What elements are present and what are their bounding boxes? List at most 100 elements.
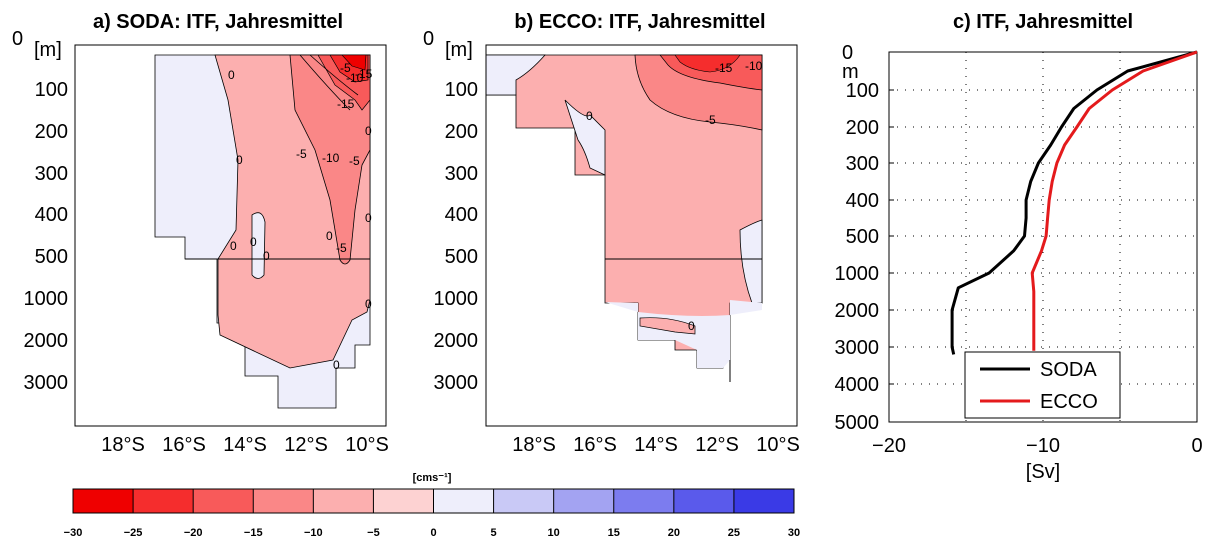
colorbar: [cms⁻¹] −30 −25 −20 −15 −10 −5 0 5 10 15 20 25 30 (64, 472, 800, 539)
itf-series (950, 50, 1198, 355)
soda-x-tick: 14°S (223, 434, 267, 456)
itf-y-tick: 400 (846, 190, 879, 212)
itf-y-tick: 200 (846, 117, 879, 139)
colorbar-cell (253, 489, 314, 513)
ecco-y-tick: 300 (445, 163, 478, 185)
soda-x-tick: 12°S (284, 434, 328, 456)
ecco-y-tick: 400 (445, 204, 478, 226)
soda-contour-label: 0 (365, 124, 372, 138)
soda-contour-label: -5 (336, 241, 347, 255)
itf-y-tick: 0 (842, 42, 853, 64)
colorbar-cell (613, 489, 675, 513)
colorbar-tick-label: 10 (548, 527, 560, 539)
colorbar-cell (373, 489, 434, 513)
ecco-y-tick: 500 (445, 246, 478, 268)
ecco-x-tick: 12°S (695, 434, 739, 456)
itf-y-tick: 500 (846, 226, 879, 248)
soda-contour-label: -10 (322, 151, 340, 165)
itf-y-tick: 2000 (835, 300, 880, 322)
soda-y-tick: 1000 (24, 288, 69, 310)
itf-x-tick: −20 (872, 435, 906, 457)
ecco-zero-patch-top (485, 54, 546, 96)
panel-itf: c) ITF, Jahresmittel m [Sv] 0 100 200 300 40… (835, 11, 1203, 483)
colorbar-tick-label: 15 (608, 527, 620, 539)
soda-contour-field: 0 0 0 0 0 0 0 0 0 0 -5 -5 -5 -10 -15 -5 … (154, 54, 373, 409)
soda-y-tick: 300 (35, 163, 68, 185)
soda-y-tick: 2000 (24, 330, 69, 352)
panel-c-title: c) ITF, Jahresmittel (953, 11, 1133, 33)
panel-a-title: a) SODA: ITF, Jahresmittel (93, 11, 343, 33)
ecco-region-core (674, 54, 741, 73)
ecco-contour-label: -5 (705, 113, 716, 127)
colorbar-unit-label: [cms⁻¹] (413, 472, 452, 484)
soda-contour-line (309, 54, 359, 96)
itf-y-tick: 3000 (835, 337, 880, 359)
soda-x-tick: 18°S (101, 434, 145, 456)
legend-label-soda: SODA (1040, 359, 1097, 381)
ecco-x-tick: 10°S (756, 434, 800, 456)
colorbar-tick-label: −20 (184, 527, 203, 539)
legend-label-ecco: ECCO (1040, 391, 1098, 413)
ecco-y-tick: 0 (423, 28, 434, 50)
soda-contour-label: 0 (365, 211, 372, 225)
itf-y-ticks: 0 100 200 300 400 500 1000 2000 3000 4000 5000 (835, 42, 894, 434)
soda-y-tick: 200 (35, 121, 68, 143)
ecco-contour-label: 0 (586, 109, 593, 123)
colorbar-tick-label: 25 (728, 527, 740, 539)
colorbar-ticks: −30 −25 −20 −15 −10 −5 0 5 10 15 20 25 30 (64, 489, 800, 539)
itf-y-tick: 100 (846, 80, 879, 102)
ecco-contour-label: 0 (688, 319, 695, 333)
colorbar-tick-label: −15 (244, 527, 263, 539)
soda-x-tick: 10°S (345, 434, 389, 456)
soda-contour-label: 0 (263, 249, 270, 263)
colorbar-tick-label: −25 (124, 527, 143, 539)
soda-contour-label: 0 (326, 229, 333, 243)
soda-x-tick: 16°S (162, 434, 206, 456)
soda-contour-label: 0 (230, 239, 237, 253)
colorbar-tick-label: 20 (668, 527, 680, 539)
ecco-contour-field: -15 -10 -5 0 0 (485, 54, 763, 382)
soda-contour-label: 0 (365, 297, 372, 311)
colorbar-cell (313, 489, 374, 513)
legend-box (964, 351, 1121, 419)
colorbar-cells (73, 489, 795, 513)
itf-plot-frame (888, 51, 1198, 423)
soda-contour-line (299, 54, 351, 111)
ecco-x-tick: 16°S (573, 434, 617, 456)
ecco-contour-label: -15 (715, 61, 733, 75)
itf-x-tick: 0 (1191, 435, 1202, 457)
ecco-y-tick: 1000 (434, 288, 479, 310)
soda-y-tick: 400 (35, 204, 68, 226)
itf-grid (889, 52, 1197, 422)
ecco-contour-label: -10 (745, 59, 763, 73)
soda-region-minus5-to-minus10 (289, 54, 371, 265)
colorbar-tick-label: 30 (788, 527, 800, 539)
colorbar-tick-label: −5 (367, 527, 380, 539)
itf-legend: SODA ECCO (964, 351, 1121, 419)
colorbar-cell (433, 489, 495, 513)
soda-contour-label: 0 (333, 358, 340, 372)
soda-y-tick: 500 (35, 246, 68, 268)
soda-contour-label: -15 (337, 97, 355, 111)
soda-contour-label: 0 (236, 153, 243, 167)
soda-y-tick: 3000 (24, 372, 69, 394)
soda-region-core (341, 54, 367, 71)
itf-xlabel: [Sv] (1026, 461, 1060, 483)
ecco-x-tick: 14°S (634, 434, 678, 456)
soda-contour-label: -5 (296, 147, 307, 161)
ecco-zero-patch-mid (564, 99, 606, 176)
itf-y-tick: 1000 (835, 263, 880, 285)
series-line-soda (950, 50, 1198, 355)
ecco-y-tick: 100 (445, 79, 478, 101)
soda-y-tick: 100 (35, 79, 68, 101)
itf-y-tick: 300 (846, 153, 879, 175)
soda-inner-zero-patch (251, 212, 266, 279)
colorbar-tick-label: −10 (304, 527, 323, 539)
soda-contour-label: -5 (340, 61, 351, 75)
soda-ylabel: [m] (34, 39, 62, 61)
ecco-deep-zero-band (605, 300, 762, 368)
itf-x-tick: −10 (1026, 435, 1060, 457)
soda-contour-label: 0 (228, 68, 235, 82)
panel-b-title: b) ECCO: ITF, Jahresmittel (514, 11, 765, 33)
